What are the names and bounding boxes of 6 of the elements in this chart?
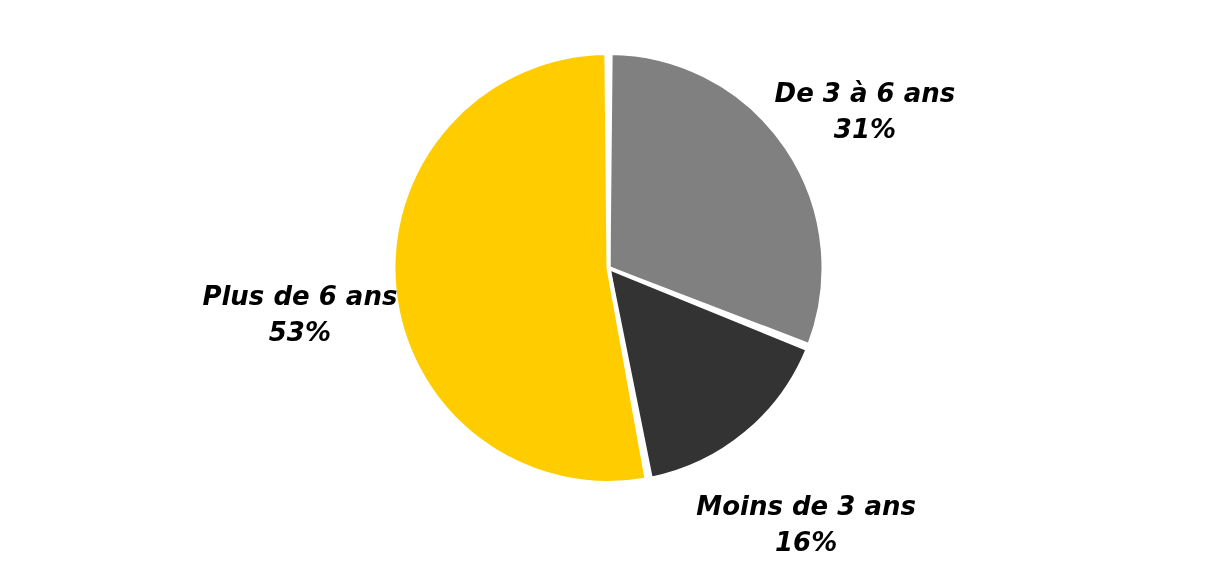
slice-label: Plus de 6 ans bbox=[202, 281, 398, 312]
slice-label: Moins de 3 ans bbox=[696, 490, 916, 521]
data-label: 16% bbox=[774, 526, 838, 557]
slice-label: De 3 à 6 ans bbox=[774, 77, 956, 108]
data-label: 31% bbox=[833, 113, 897, 144]
data-label: 53% bbox=[268, 317, 331, 348]
